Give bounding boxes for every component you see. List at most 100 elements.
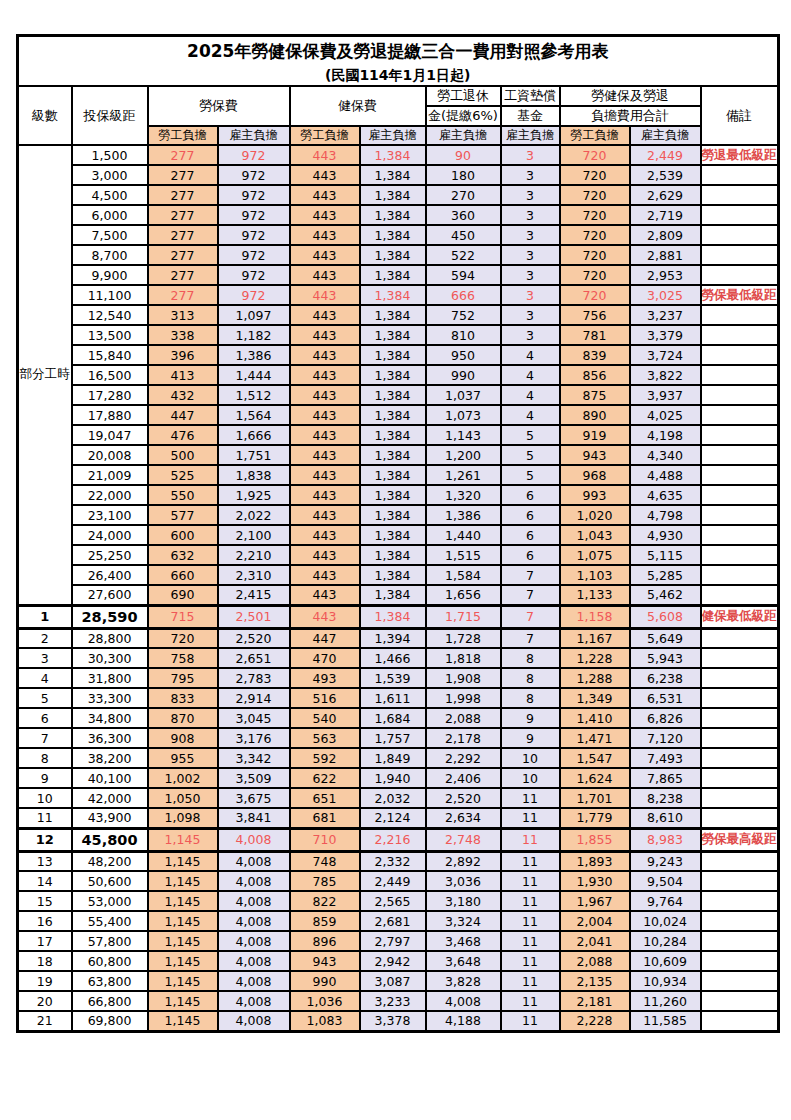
value-cell: 810 — [426, 325, 501, 345]
value-cell: 2,539 — [630, 165, 701, 185]
value-cell: 720 — [148, 628, 218, 648]
value-cell: 1,320 — [426, 485, 501, 505]
value-cell: 11 — [501, 851, 560, 871]
value-cell: 432 — [148, 385, 218, 405]
value-cell: 443 — [290, 365, 360, 385]
remark-cell — [701, 405, 779, 425]
table-row: 19,0474761,6664431,3841,14359194,198 — [18, 425, 779, 445]
level-cell: 9 — [18, 768, 72, 788]
bracket-cell: 63,800 — [72, 971, 148, 991]
value-cell: 443 — [290, 545, 360, 565]
value-cell: 3,176 — [218, 728, 290, 748]
bracket-cell: 22,000 — [72, 485, 148, 505]
page-title: 2025年勞健保保費及勞退提繳三合一費用對照參考用表 — [19, 37, 777, 65]
remark-cell — [701, 325, 779, 345]
remark-cell — [701, 305, 779, 325]
bracket-cell: 7,500 — [72, 225, 148, 245]
value-cell: 2,310 — [218, 565, 290, 585]
value-cell: 443 — [290, 305, 360, 325]
page-subtitle: (民國114年1月1日起) — [19, 65, 777, 85]
value-cell: 1,444 — [218, 365, 290, 385]
value-cell: 2,881 — [630, 245, 701, 265]
value-cell: 666 — [426, 285, 501, 305]
bracket-cell: 27,600 — [72, 585, 148, 605]
value-cell: 1,967 — [560, 891, 630, 911]
value-cell: 10,934 — [630, 971, 701, 991]
value-cell: 1,757 — [360, 728, 426, 748]
remark-cell — [701, 485, 779, 505]
level-cell: 14 — [18, 871, 72, 891]
value-cell: 3 — [501, 325, 560, 345]
value-cell: 972 — [218, 145, 290, 165]
bracket-cell: 43,900 — [72, 808, 148, 828]
bracket-cell: 42,000 — [72, 788, 148, 808]
bracket-cell: 30,300 — [72, 648, 148, 668]
value-cell: 1,098 — [148, 808, 218, 828]
value-cell: 1,998 — [426, 688, 501, 708]
value-cell: 4,008 — [218, 991, 290, 1011]
value-cell: 1,684 — [360, 708, 426, 728]
table-row: 26,4006602,3104431,3841,58471,1035,285 — [18, 565, 779, 585]
bracket-cell: 16,500 — [72, 365, 148, 385]
remark-cell: 勞保最低級距 — [701, 285, 779, 305]
value-cell: 7,865 — [630, 768, 701, 788]
value-cell: 3 — [501, 305, 560, 325]
value-cell: 6,531 — [630, 688, 701, 708]
value-cell: 443 — [290, 385, 360, 405]
table-row: 12,5403131,0974431,38475237563,237 — [18, 305, 779, 325]
value-cell: 5,943 — [630, 648, 701, 668]
value-cell: 1,515 — [426, 545, 501, 565]
col-header-bracket: 投保級距 — [72, 86, 148, 145]
value-cell: 2,797 — [360, 931, 426, 951]
value-cell: 443 — [290, 165, 360, 185]
bracket-cell: 3,000 — [72, 165, 148, 185]
bracket-cell: 19,047 — [72, 425, 148, 445]
value-cell: 896 — [290, 931, 360, 951]
col-header-pension-line1: 勞工退休 — [426, 86, 501, 106]
value-cell: 1,036 — [290, 991, 360, 1011]
value-cell: 1,611 — [360, 688, 426, 708]
value-cell: 2,100 — [218, 525, 290, 545]
value-cell: 3,828 — [426, 971, 501, 991]
value-cell: 1,384 — [360, 605, 426, 628]
value-cell: 1,083 — [290, 1011, 360, 1031]
value-cell: 1,145 — [148, 971, 218, 991]
value-cell: 972 — [218, 205, 290, 225]
value-cell: 1,384 — [360, 485, 426, 505]
value-cell: 2,748 — [426, 828, 501, 851]
value-cell: 1,779 — [560, 808, 630, 828]
bracket-cell: 4,500 — [72, 185, 148, 205]
value-cell: 2,634 — [426, 808, 501, 828]
table-row: 431,8007952,7834931,5391,90881,2886,238 — [18, 668, 779, 688]
table-row: 17,2804321,5124431,3841,03748753,937 — [18, 385, 779, 405]
value-cell: 660 — [148, 565, 218, 585]
value-cell: 450 — [426, 225, 501, 245]
level-cell: 13 — [18, 851, 72, 871]
value-cell: 1,050 — [148, 788, 218, 808]
value-cell: 8,983 — [630, 828, 701, 851]
remark-cell — [701, 165, 779, 185]
value-cell: 2,449 — [360, 871, 426, 891]
value-cell: 1,384 — [360, 585, 426, 605]
value-cell: 919 — [560, 425, 630, 445]
value-cell: 443 — [290, 585, 360, 605]
table-row: 330,3007582,6514701,4661,81881,2285,943 — [18, 648, 779, 668]
value-cell: 1,564 — [218, 405, 290, 425]
value-cell: 525 — [148, 465, 218, 485]
bracket-cell: 28,800 — [72, 628, 148, 648]
value-cell: 1,073 — [426, 405, 501, 425]
value-cell: 752 — [426, 305, 501, 325]
remark-cell — [701, 688, 779, 708]
level-cell: 19 — [18, 971, 72, 991]
value-cell: 4,008 — [218, 891, 290, 911]
value-cell: 1,145 — [148, 991, 218, 1011]
remark-cell — [701, 668, 779, 688]
value-cell: 720 — [560, 225, 630, 245]
col-header-pension-line2: 金(提繳6%) — [426, 106, 501, 126]
table-row: 8,7002779724431,38452237202,881 — [18, 245, 779, 265]
remark-cell — [701, 991, 779, 1011]
value-cell: 972 — [218, 225, 290, 245]
value-cell: 1,384 — [360, 465, 426, 485]
value-cell: 11 — [501, 828, 560, 851]
value-cell: 1,145 — [148, 828, 218, 851]
